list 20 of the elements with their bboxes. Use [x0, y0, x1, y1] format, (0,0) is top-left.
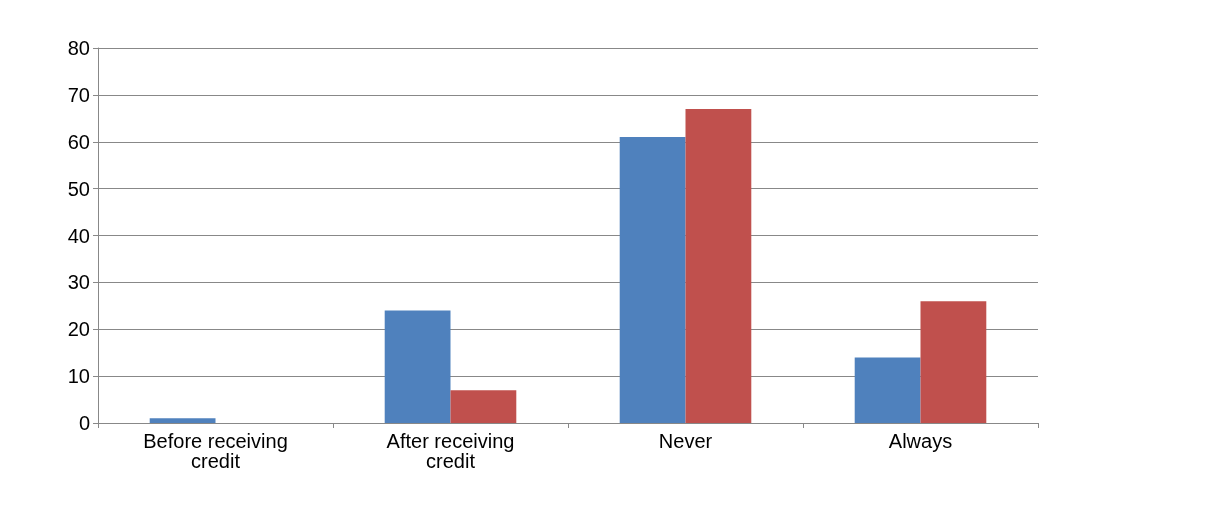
y-tick-label: 30 — [67, 271, 90, 294]
y-tick-label: 10 — [67, 365, 90, 388]
y-tick-label: 0 — [78, 412, 90, 434]
bar — [149, 418, 216, 423]
bar — [619, 137, 686, 423]
y-tick-label: 40 — [67, 224, 90, 247]
x-tick-label: Always — [888, 430, 953, 452]
x-tick-label: Before receiving credit — [143, 430, 288, 472]
bar — [920, 301, 987, 423]
y-tick-label: 60 — [67, 130, 90, 153]
x-tick-label: After receiving credit — [386, 430, 515, 472]
y-tick-label: 80 — [67, 37, 90, 59]
bar — [854, 357, 921, 423]
bar — [384, 310, 451, 423]
y-tick-label: 50 — [67, 177, 90, 200]
bar — [450, 390, 517, 423]
bar — [685, 108, 752, 423]
y-tick-label: 20 — [67, 318, 90, 341]
y-tick-label: 70 — [67, 83, 90, 106]
x-tick-label: Never — [658, 430, 713, 452]
